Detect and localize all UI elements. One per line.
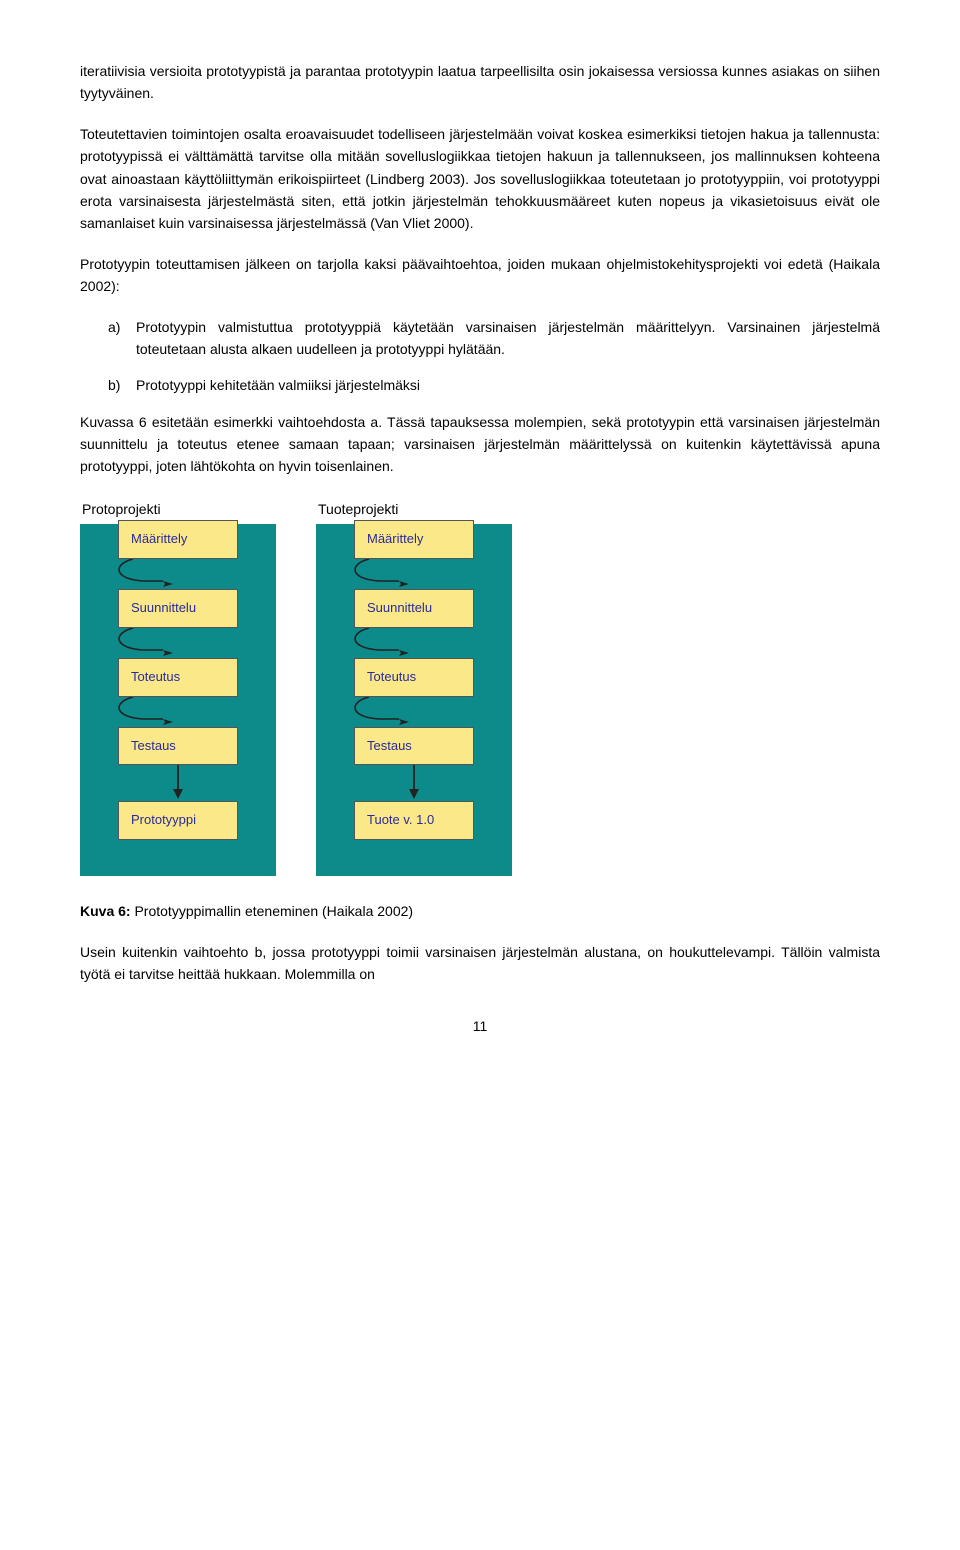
arrow-icon [103,697,253,727]
list-marker: b) [108,374,120,396]
list-item-b: b) Prototyyppi kehitetään valmiiksi järj… [80,374,880,396]
paragraph: Usein kuitenkin vaihtoehto b, jossa prot… [80,941,880,986]
page-number: 11 [80,1015,880,1037]
diagram-box: Testaus [354,727,474,766]
figure-caption-text: Prototyyppimallin eteneminen (Haikala 20… [131,903,413,919]
paragraph: Kuvassa 6 esitetään esimerkki vaihtoehdo… [80,411,880,478]
diagram-box: Toteutus [354,658,474,697]
diagram-right-column: Tuoteprojekti Määrittely Suunnittelu Tot… [316,498,512,876]
paragraph: Prototyypin toteuttamisen jälkeen on tar… [80,253,880,298]
figure-caption-label: Kuva 6: [80,903,131,919]
paragraph: Toteutettavien toimintojen osalta eroava… [80,123,880,235]
diagram-box: Testaus [118,727,238,766]
list-text: Prototyyppi kehitetään valmiiksi järjest… [136,377,420,393]
diagram-box: Tuote v. 1.0 [354,801,474,840]
diagram-box: Toteutus [118,658,238,697]
arrow-icon [339,765,489,801]
list-text: Prototyypin valmistuttua prototyyppiä kä… [136,319,880,357]
diagram-box: Suunnittelu [354,589,474,628]
paragraph: iteratiivisia versioita prototyypistä ja… [80,60,880,105]
list-marker: a) [108,316,120,338]
arrow-icon [103,559,253,589]
diagram-box: Määrittely [354,520,474,559]
list-item-a: a) Prototyypin valmistuttua prototyyppiä… [80,316,880,361]
diagram-left-column: Protoprojekti Määrittely Suunnittelu Tot… [80,498,276,876]
arrow-icon [339,628,489,658]
diagram-box: Määrittely [118,520,238,559]
diagram-left-panel: Määrittely Suunnittelu Toteutus Testaus [80,524,276,876]
diagram: Protoprojekti Määrittely Suunnittelu Tot… [80,498,880,876]
diagram-right-panel: Määrittely Suunnittelu Toteutus Testaus [316,524,512,876]
arrow-icon [103,765,253,801]
arrow-icon [339,697,489,727]
arrow-icon [103,628,253,658]
arrow-icon [339,559,489,589]
diagram-box: Prototyyppi [118,801,238,840]
figure-caption: Kuva 6: Prototyyppimallin eteneminen (Ha… [80,900,880,922]
diagram-box: Suunnittelu [118,589,238,628]
